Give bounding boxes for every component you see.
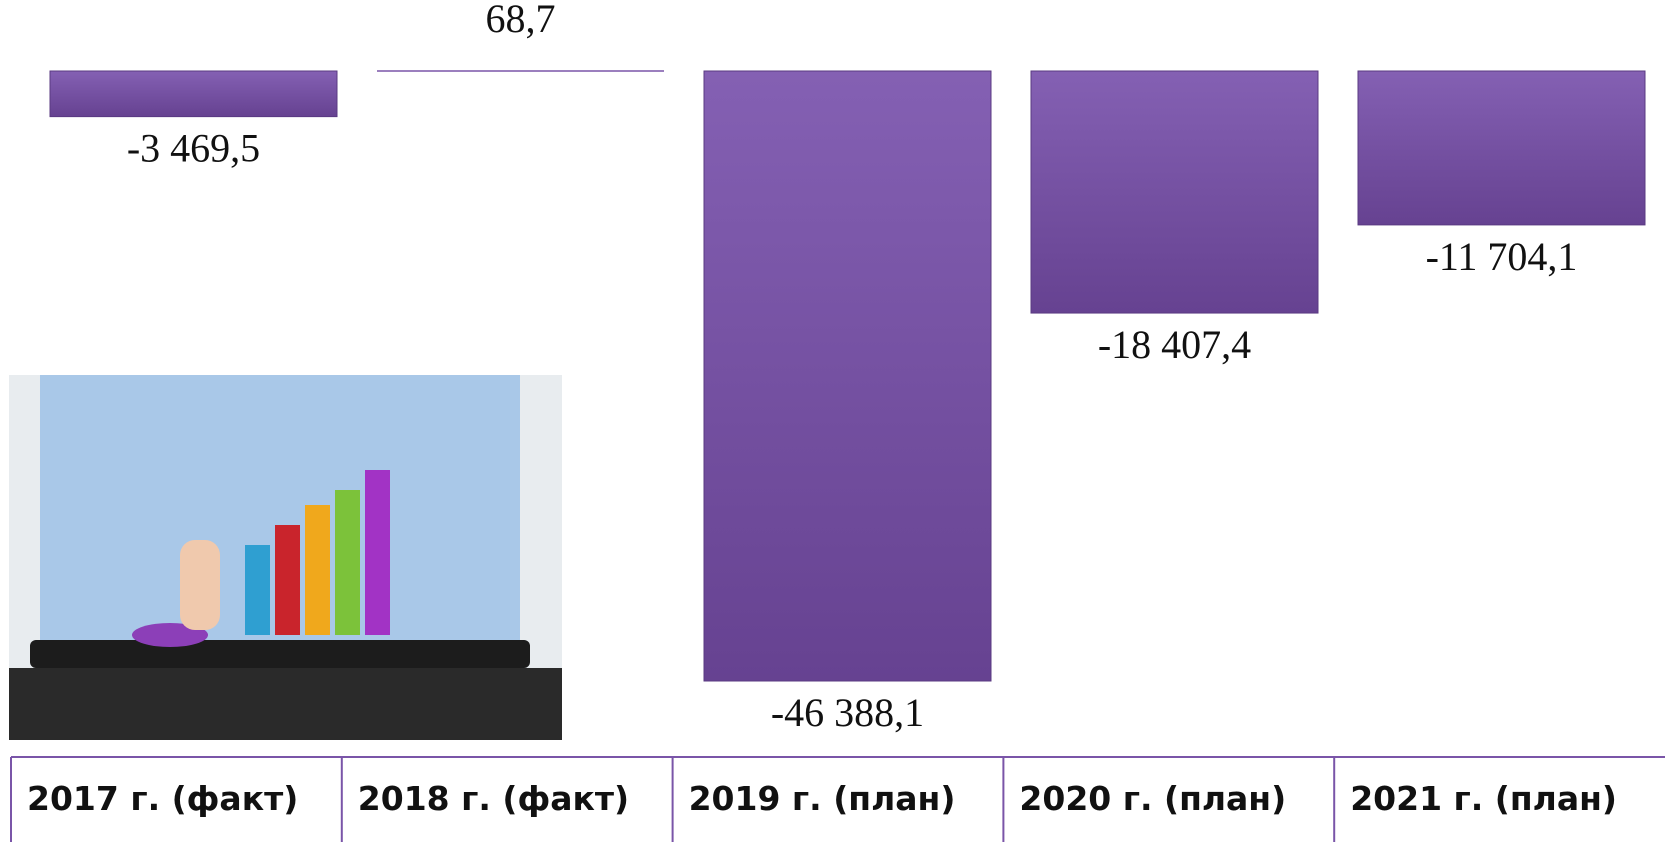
bar <box>1031 71 1318 313</box>
category-label: 2018 г. (факт) <box>358 779 629 818</box>
value-label: -18 407,4 <box>1098 322 1251 367</box>
bar <box>1358 71 1645 225</box>
category-label: 2020 г. (план) <box>1019 779 1286 818</box>
category-label: 2021 г. (план) <box>1350 779 1617 818</box>
value-label: 68,7 <box>486 0 556 41</box>
value-label: -11 704,1 <box>1426 234 1578 279</box>
category-label: 2019 г. (план) <box>689 779 956 818</box>
bar <box>50 71 337 117</box>
chart: -3 469,5 68,7 -46 388,1 -18 407,4 -11 704,1 2… <box>0 0 1665 842</box>
photo <box>9 375 562 740</box>
value-label: -3 469,5 <box>127 126 260 171</box>
value-label: -46 388,1 <box>771 690 924 735</box>
category-label: 2017 г. (факт) <box>27 779 298 818</box>
bar <box>704 71 991 681</box>
